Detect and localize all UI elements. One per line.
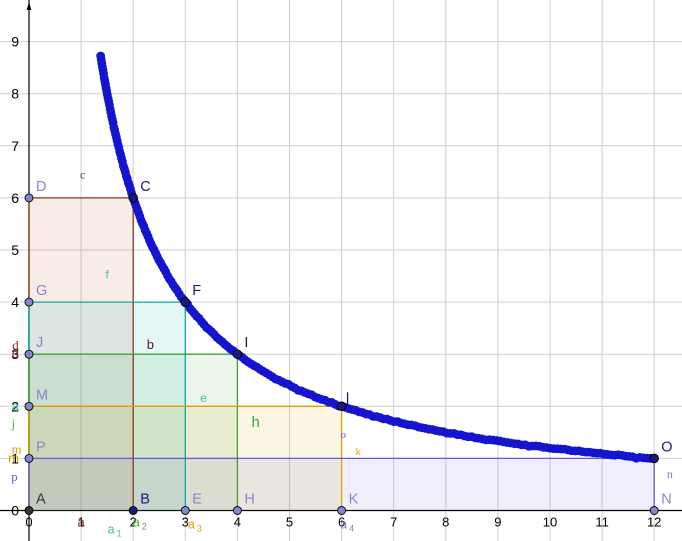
svg-text:7: 7 [11, 138, 19, 154]
svg-text:O: O [661, 439, 672, 455]
svg-text:K: K [349, 492, 359, 508]
svg-text:8: 8 [442, 515, 449, 530]
svg-text:F: F [192, 283, 201, 299]
svg-text:j: j [11, 416, 16, 431]
svg-text:k: k [356, 446, 362, 458]
svg-text:10: 10 [543, 515, 557, 530]
svg-text:5: 5 [11, 242, 19, 258]
svg-text:5: 5 [286, 515, 293, 530]
svg-text:1: 1 [117, 529, 122, 539]
svg-text:4: 4 [11, 294, 19, 310]
svg-text:11: 11 [595, 515, 609, 530]
svg-text:J: J [36, 335, 43, 351]
svg-text:d: d [12, 338, 19, 353]
svg-text:12: 12 [647, 515, 661, 530]
svg-text:8: 8 [11, 86, 19, 102]
svg-text:e: e [200, 391, 207, 405]
svg-text:n: n [667, 467, 673, 481]
svg-text:a: a [340, 518, 347, 532]
svg-text:M: M [36, 387, 48, 403]
svg-text:9: 9 [494, 515, 501, 530]
svg-text:E: E [192, 492, 202, 508]
svg-text:7: 7 [390, 515, 397, 530]
svg-text:A: A [36, 492, 46, 508]
svg-text:H: H [244, 492, 254, 508]
svg-text:4: 4 [234, 515, 241, 530]
svg-text:6: 6 [11, 190, 19, 206]
svg-text:0: 0 [11, 503, 19, 519]
svg-text:b: b [147, 337, 154, 352]
svg-text:C: C [140, 179, 150, 195]
svg-text:9: 9 [11, 34, 19, 50]
svg-text:a: a [108, 523, 115, 537]
svg-text:a: a [133, 515, 141, 530]
svg-text:o: o [340, 429, 346, 441]
svg-text:a: a [77, 515, 85, 530]
svg-text:G: G [36, 283, 47, 299]
svg-text:c: c [80, 168, 85, 182]
svg-text:0: 0 [25, 515, 32, 530]
svg-text:N: N [661, 492, 671, 508]
svg-text:I: I [244, 335, 248, 351]
svg-text:a: a [12, 398, 20, 413]
svg-text:h: h [251, 414, 259, 431]
svg-text:a: a [188, 518, 195, 532]
svg-text:4: 4 [349, 524, 354, 534]
svg-text:B: B [140, 492, 150, 508]
svg-text:3: 3 [197, 524, 202, 534]
svg-text:P: P [36, 439, 46, 455]
svg-text:m: m [11, 442, 21, 457]
svg-text:D: D [36, 179, 46, 195]
svg-text:2: 2 [142, 522, 147, 532]
svg-text:p: p [11, 469, 18, 484]
